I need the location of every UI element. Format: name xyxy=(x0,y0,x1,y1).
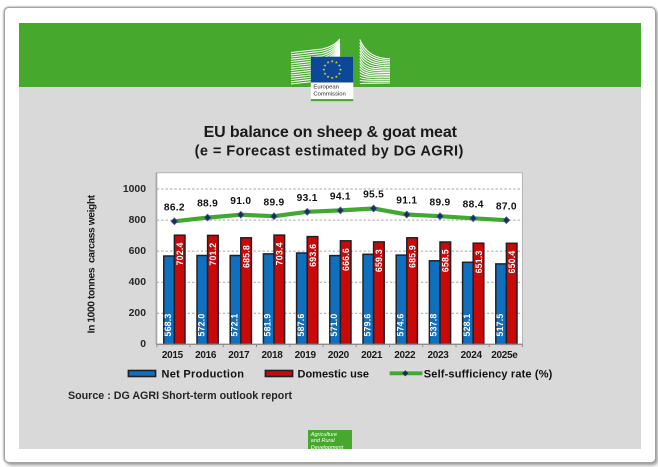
svg-text:200: 200 xyxy=(129,308,147,319)
svg-text:(e = Forecast estimated by DG: (e = Forecast estimated by DG AGRI) xyxy=(195,143,464,159)
svg-text:528.1: 528.1 xyxy=(462,313,472,336)
svg-text:600: 600 xyxy=(129,246,147,257)
svg-text:574.6: 574.6 xyxy=(396,313,406,336)
svg-text:European: European xyxy=(313,85,339,91)
svg-text:88.4: 88.4 xyxy=(463,199,484,210)
svg-text:685.8: 685.8 xyxy=(241,245,251,268)
svg-text:2024: 2024 xyxy=(461,350,483,361)
svg-text:2016: 2016 xyxy=(195,350,217,361)
svg-text:EU balance on sheep & goat mea: EU balance on sheep & goat meat xyxy=(204,124,458,141)
svg-text:88.9: 88.9 xyxy=(197,199,218,210)
svg-text:0: 0 xyxy=(140,339,146,350)
svg-text:537.8: 537.8 xyxy=(429,313,439,336)
svg-text:800: 800 xyxy=(129,215,147,226)
svg-text:91.0: 91.0 xyxy=(230,196,251,207)
svg-text:666.6: 666.6 xyxy=(341,248,351,271)
svg-text:95.5: 95.5 xyxy=(363,190,384,201)
svg-text:658.5: 658.5 xyxy=(441,249,451,272)
svg-text:2021: 2021 xyxy=(361,350,383,361)
svg-text:1000: 1000 xyxy=(123,184,146,195)
svg-text:587.6: 587.6 xyxy=(296,313,306,336)
svg-text:2023: 2023 xyxy=(427,350,449,361)
svg-text:702.4: 702.4 xyxy=(175,242,185,265)
svg-text:2019: 2019 xyxy=(295,350,317,361)
svg-text:2015: 2015 xyxy=(162,350,184,361)
svg-text:In 1000 tonnes carcass weight: In 1000 tonnes carcass weight xyxy=(86,194,97,333)
svg-text:Domestic use: Domestic use xyxy=(298,368,370,380)
svg-text:517.5: 517.5 xyxy=(495,313,505,336)
svg-text:2018: 2018 xyxy=(261,350,283,361)
svg-text:Net Production: Net Production xyxy=(162,368,245,380)
svg-text:400: 400 xyxy=(129,277,147,288)
svg-text:703.4: 703.4 xyxy=(275,242,285,265)
svg-text:Commission: Commission xyxy=(313,92,345,98)
svg-text:572.1: 572.1 xyxy=(230,313,240,336)
svg-text:659.3: 659.3 xyxy=(374,249,384,272)
svg-text:651.3: 651.3 xyxy=(474,250,484,273)
svg-text:572.0: 572.0 xyxy=(196,313,206,336)
svg-text:Source : DG AGRI Short-term ou: Source : DG AGRI Short-term outlook repo… xyxy=(68,390,292,402)
svg-text:581.9: 581.9 xyxy=(263,313,273,336)
svg-text:571.0: 571.0 xyxy=(329,313,339,336)
svg-text:86.2: 86.2 xyxy=(164,202,185,213)
svg-text:685.9: 685.9 xyxy=(407,245,417,268)
svg-text:2020: 2020 xyxy=(328,350,350,361)
svg-text:2022: 2022 xyxy=(394,350,416,361)
svg-text:2025e: 2025e xyxy=(491,350,518,361)
svg-text:Self-sufficiency rate (%): Self-sufficiency rate (%) xyxy=(424,368,553,380)
svg-text:2017: 2017 xyxy=(228,350,250,361)
svg-text:89.9: 89.9 xyxy=(263,197,284,208)
svg-text:89.9: 89.9 xyxy=(429,197,450,208)
svg-text:94.1: 94.1 xyxy=(330,192,351,203)
svg-text:701.2: 701.2 xyxy=(208,243,218,266)
svg-text:568.3: 568.3 xyxy=(163,313,173,336)
svg-text:650.4: 650.4 xyxy=(507,251,517,274)
svg-text:693.6: 693.6 xyxy=(308,244,318,267)
svg-text:579.6: 579.6 xyxy=(362,313,372,336)
svg-text:91.1: 91.1 xyxy=(396,196,417,207)
svg-text:87.0: 87.0 xyxy=(496,201,517,212)
svg-text:93.1: 93.1 xyxy=(297,193,318,204)
